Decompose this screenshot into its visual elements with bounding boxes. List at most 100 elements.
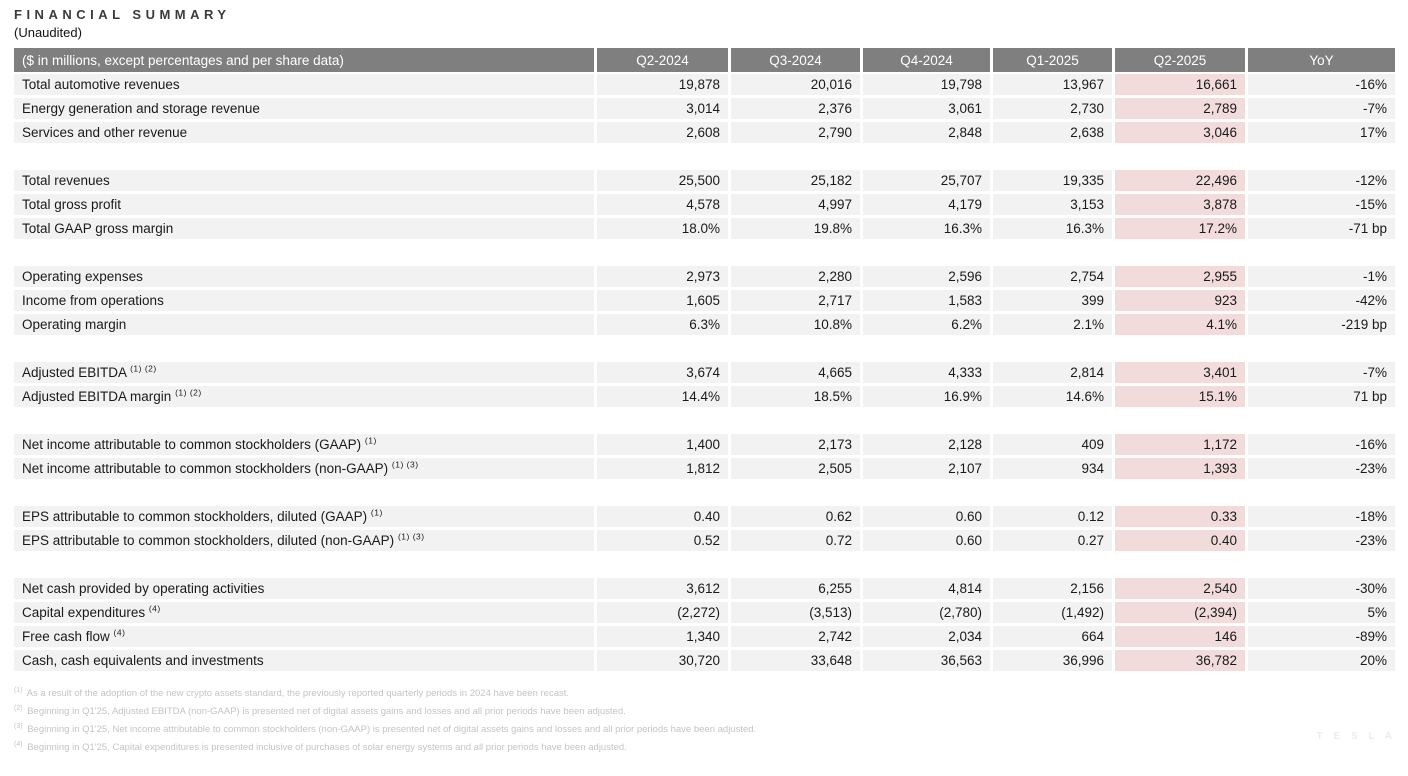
spacer-cell <box>14 146 594 170</box>
spacer-cell <box>594 410 728 434</box>
spacer-cell <box>594 554 728 578</box>
value-cell: 6.2% <box>860 314 990 338</box>
spacer-cell <box>990 554 1112 578</box>
table-row: Operating margin 6.3% 10.8% 6.2% 2.1% 4.1% -21… <box>14 314 1395 338</box>
footnote-marker: (4) <box>113 627 126 638</box>
value-cell: 4,333 <box>860 362 990 386</box>
value-cell-highlighted: 923 <box>1112 290 1245 314</box>
footnote-marker: (1) (2) <box>130 363 157 374</box>
footnote-marker: (1) (3) <box>397 531 425 542</box>
value-cell: -7% <box>1245 362 1395 386</box>
financial-summary-table: ($ in millions, except percentages and p… <box>14 48 1395 674</box>
row-label: Adjusted EBITDA (1) (2) <box>14 362 594 386</box>
spacer-row <box>14 554 1395 578</box>
value-cell: 0.52 <box>594 530 728 554</box>
value-cell: -15% <box>1245 194 1395 218</box>
value-cell: 2,034 <box>860 626 990 650</box>
column-header: Q2-2024 <box>594 48 728 74</box>
value-cell: 0.60 <box>860 530 990 554</box>
value-cell-highlighted: 22,496 <box>1112 170 1245 194</box>
table-row: EPS attributable to common stockholders,… <box>14 530 1395 554</box>
row-label: Capital expenditures (4) <box>14 602 594 626</box>
spacer-cell <box>1245 338 1395 362</box>
value-cell: 399 <box>990 290 1112 314</box>
spacer-row <box>14 338 1395 362</box>
value-cell-highlighted: 36,782 <box>1112 650 1245 674</box>
spacer-cell <box>1112 146 1245 170</box>
footnote-marker: (1) <box>364 435 377 446</box>
row-label: Net cash provided by operating activitie… <box>14 578 594 602</box>
row-label: Net income attributable to common stockh… <box>14 458 594 482</box>
value-cell: 2,790 <box>728 122 860 146</box>
spacer-cell <box>594 146 728 170</box>
value-cell: 2,742 <box>728 626 860 650</box>
spacer-row <box>14 410 1395 434</box>
value-cell: 5% <box>1245 602 1395 626</box>
value-cell: 6.3% <box>594 314 728 338</box>
value-cell: 3,014 <box>594 98 728 122</box>
spacer-cell <box>594 338 728 362</box>
spacer-cell <box>990 242 1112 266</box>
spacer-cell <box>1245 554 1395 578</box>
spacer-cell <box>860 554 990 578</box>
spacer-row <box>14 242 1395 266</box>
value-cell: 934 <box>990 458 1112 482</box>
footnote: (1) As a result of the adoption of the n… <box>14 687 570 700</box>
spacer-cell <box>1112 242 1245 266</box>
footnote: (3) Beginning in Q1'25, Net income attri… <box>14 723 757 736</box>
footnote-marker: (1) (2) <box>175 387 202 398</box>
value-cell: -16% <box>1245 74 1395 98</box>
spacer-cell <box>728 554 860 578</box>
footnote-marker: (1) <box>370 507 383 518</box>
table-row: Total automotive revenues 19,878 20,016 19,… <box>14 74 1395 98</box>
table-row: Free cash flow (4) 1,340 2,742 2,034 664 146-… <box>14 626 1395 650</box>
value-cell: (2,780) <box>860 602 990 626</box>
spacer-cell <box>1245 146 1395 170</box>
row-label: Operating expenses <box>14 266 594 290</box>
value-cell: 2,107 <box>860 458 990 482</box>
value-cell: 2,173 <box>728 434 860 458</box>
value-cell: 16.3% <box>860 218 990 242</box>
spacer-cell <box>1112 410 1245 434</box>
value-cell: 2,814 <box>990 362 1112 386</box>
tesla-watermark: T E S L A <box>1316 731 1396 742</box>
table-row: Total GAAP gross margin 18.0% 19.8% 16.3% 16… <box>14 218 1395 242</box>
value-cell: 0.40 <box>594 506 728 530</box>
value-cell-highlighted: 1,393 <box>1112 458 1245 482</box>
value-cell: 2,608 <box>594 122 728 146</box>
value-cell: 4,179 <box>860 194 990 218</box>
value-cell-highlighted: (2,394) <box>1112 602 1245 626</box>
value-cell-highlighted: 2,789 <box>1112 98 1245 122</box>
spacer-cell <box>594 242 728 266</box>
row-label: Operating margin <box>14 314 594 338</box>
spacer-cell <box>860 482 990 506</box>
row-label: Energy generation and storage revenue <box>14 98 594 122</box>
value-cell-highlighted: 0.33 <box>1112 506 1245 530</box>
value-cell: -71 bp <box>1245 218 1395 242</box>
value-cell-highlighted: 3,046 <box>1112 122 1245 146</box>
value-cell: 2,717 <box>728 290 860 314</box>
value-cell: 2,156 <box>990 578 1112 602</box>
value-cell-highlighted: 1,172 <box>1112 434 1245 458</box>
spacer-cell <box>1112 338 1245 362</box>
value-cell: 36,996 <box>990 650 1112 674</box>
value-cell-highlighted: 15.1% <box>1112 386 1245 410</box>
row-label: Adjusted EBITDA margin (1) (2) <box>14 386 594 410</box>
value-cell-highlighted: 2,540 <box>1112 578 1245 602</box>
value-cell: 4,665 <box>728 362 860 386</box>
table-row: Energy generation and storage revenue 3,0… <box>14 98 1395 122</box>
value-cell: 25,182 <box>728 170 860 194</box>
value-cell: 1,583 <box>860 290 990 314</box>
value-cell: -30% <box>1245 578 1395 602</box>
footnotes: (1) As a result of the adoption of the n… <box>14 683 1395 756</box>
page-title: FINANCIAL SUMMARY <box>14 7 231 22</box>
spacer-cell <box>860 338 990 362</box>
footnote-marker: (1) (3) <box>391 459 419 470</box>
value-cell: 18.0% <box>594 218 728 242</box>
value-cell: 19,878 <box>594 74 728 98</box>
value-cell: 19,798 <box>860 74 990 98</box>
value-cell: -1% <box>1245 266 1395 290</box>
value-cell: 2,596 <box>860 266 990 290</box>
value-cell: 16.9% <box>860 386 990 410</box>
